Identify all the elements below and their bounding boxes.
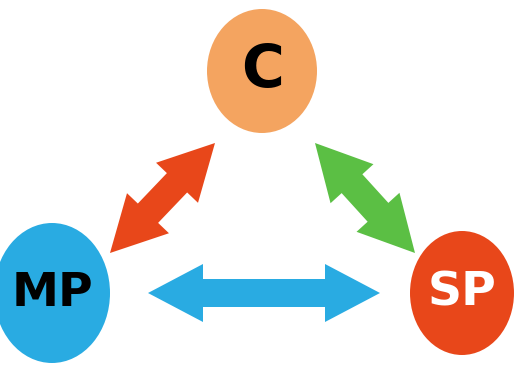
Text: MP: MP bbox=[11, 271, 93, 315]
Ellipse shape bbox=[0, 223, 110, 363]
Ellipse shape bbox=[207, 9, 317, 133]
Text: SP: SP bbox=[428, 271, 496, 315]
Polygon shape bbox=[148, 264, 380, 322]
Polygon shape bbox=[110, 143, 215, 253]
Text: C: C bbox=[241, 43, 283, 99]
Ellipse shape bbox=[410, 231, 514, 355]
Polygon shape bbox=[315, 143, 415, 253]
